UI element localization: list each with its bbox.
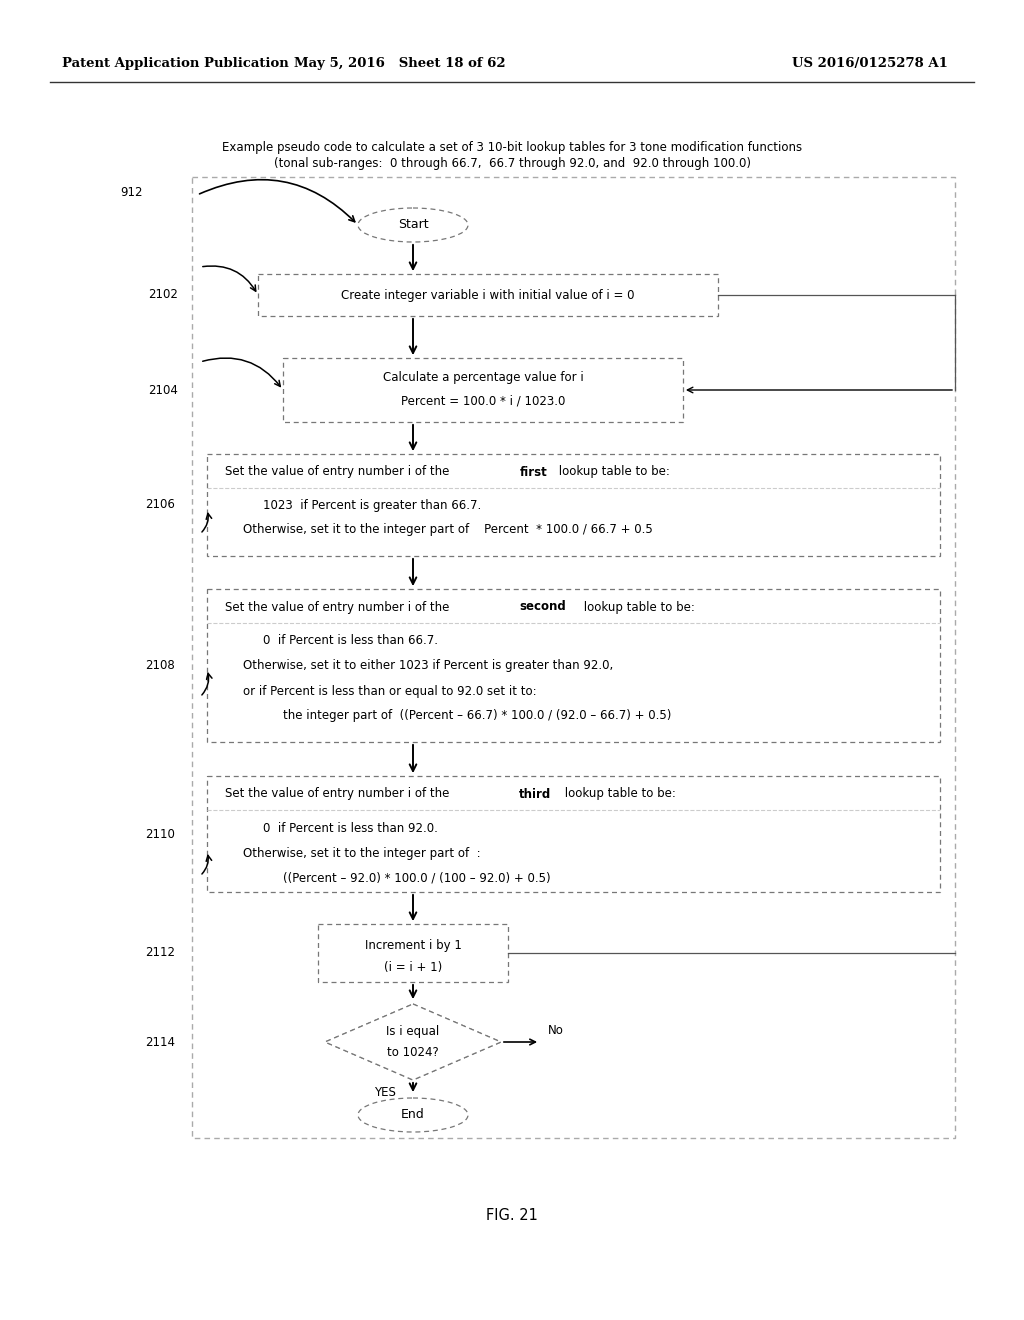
Text: 0  if Percent is less than 92.0.: 0 if Percent is less than 92.0.: [263, 821, 438, 834]
Ellipse shape: [358, 209, 468, 242]
Ellipse shape: [358, 1098, 468, 1133]
Bar: [207, 454, 940, 556]
Text: US 2016/0125278 A1: US 2016/0125278 A1: [792, 57, 948, 70]
Text: 2112: 2112: [145, 946, 175, 960]
Text: (i = i + 1): (i = i + 1): [384, 961, 442, 974]
Text: Create integer variable i with initial value of i = 0: Create integer variable i with initial v…: [341, 289, 635, 301]
Text: second: second: [519, 601, 566, 614]
Text: third: third: [519, 788, 552, 800]
Text: 1023  if Percent is greater than 66.7.: 1023 if Percent is greater than 66.7.: [263, 499, 481, 511]
Text: 2114: 2114: [145, 1035, 175, 1048]
Text: the integer part of  ((Percent – 66.7) * 100.0 / (92.0 – 66.7) + 0.5): the integer part of ((Percent – 66.7) * …: [283, 710, 672, 722]
Text: Otherwise, set it to the integer part of  :: Otherwise, set it to the integer part of…: [243, 846, 480, 859]
Bar: [207, 589, 940, 742]
Text: to 1024?: to 1024?: [387, 1045, 439, 1059]
Text: YES: YES: [374, 1085, 396, 1098]
Text: Is i equal: Is i equal: [386, 1026, 439, 1039]
Text: 912: 912: [120, 186, 142, 198]
Text: 2102: 2102: [148, 289, 178, 301]
Text: or if Percent is less than or equal to 92.0 set it to:: or if Percent is less than or equal to 9…: [243, 685, 537, 697]
Text: lookup table to be:: lookup table to be:: [561, 788, 676, 800]
Bar: [258, 275, 718, 315]
Text: Otherwise, set it to either 1023 if Percent is greater than 92.0,: Otherwise, set it to either 1023 if Perc…: [243, 660, 613, 672]
Text: Calculate a percentage value for i: Calculate a percentage value for i: [383, 371, 584, 384]
Text: Patent Application Publication: Patent Application Publication: [62, 57, 289, 70]
Text: lookup table to be:: lookup table to be:: [555, 466, 670, 479]
Text: Set the value of entry number i of the: Set the value of entry number i of the: [225, 466, 454, 479]
Text: FIG. 21: FIG. 21: [486, 1208, 538, 1222]
Text: May 5, 2016   Sheet 18 of 62: May 5, 2016 Sheet 18 of 62: [294, 57, 506, 70]
Text: lookup table to be:: lookup table to be:: [580, 601, 694, 614]
Text: 2110: 2110: [145, 828, 175, 841]
Text: Set the value of entry number i of the: Set the value of entry number i of the: [225, 788, 454, 800]
Bar: [318, 924, 508, 982]
Text: Set the value of entry number i of the: Set the value of entry number i of the: [225, 601, 454, 614]
Bar: [207, 776, 940, 892]
Text: Otherwise, set it to the integer part of    Percent  * 100.0 / 66.7 + 0.5: Otherwise, set it to the integer part of…: [243, 523, 652, 536]
Text: 2108: 2108: [145, 659, 175, 672]
Text: Example pseudo code to calculate a set of 3 10-bit lookup tables for 3 tone modi: Example pseudo code to calculate a set o…: [222, 141, 802, 154]
Bar: [193, 177, 955, 1138]
Text: No: No: [548, 1023, 564, 1036]
Text: Increment i by 1: Increment i by 1: [365, 940, 462, 953]
Text: 2106: 2106: [145, 499, 175, 511]
Polygon shape: [325, 1005, 501, 1080]
Text: (tonal sub-ranges:  0 through 66.7,  66.7 through 92.0, and  92.0 through 100.0): (tonal sub-ranges: 0 through 66.7, 66.7 …: [273, 157, 751, 170]
Text: End: End: [401, 1109, 425, 1122]
Text: Start: Start: [397, 219, 428, 231]
Text: 0  if Percent is less than 66.7.: 0 if Percent is less than 66.7.: [263, 635, 438, 648]
Bar: [283, 358, 683, 422]
Text: first: first: [519, 466, 547, 479]
Text: Percent = 100.0 * i / 1023.0: Percent = 100.0 * i / 1023.0: [400, 395, 565, 408]
Text: 2104: 2104: [148, 384, 178, 396]
Text: ((Percent – 92.0) * 100.0 / (100 – 92.0) + 0.5): ((Percent – 92.0) * 100.0 / (100 – 92.0)…: [283, 871, 551, 884]
